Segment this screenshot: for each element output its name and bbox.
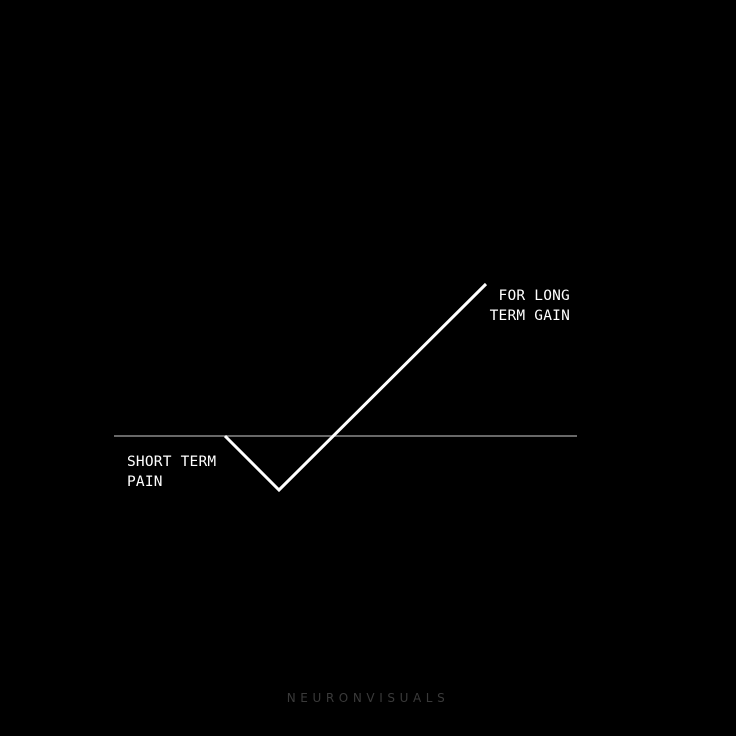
long-term-gain-line-1: FOR LONG — [498, 288, 570, 304]
short-term-pain-label: SHORT TERM PAIN — [127, 452, 216, 492]
long-term-gain-line-2: TERM GAIN — [489, 308, 570, 324]
short-term-pain-line-1: SHORT TERM — [127, 454, 217, 470]
long-term-gain-label: FOR LONG TERM GAIN — [490, 286, 570, 326]
short-term-pain-line-2: PAIN — [127, 474, 163, 490]
watermark-text: NEURONVISUALS — [286, 691, 450, 705]
checkmark-curve — [223, 282, 488, 493]
